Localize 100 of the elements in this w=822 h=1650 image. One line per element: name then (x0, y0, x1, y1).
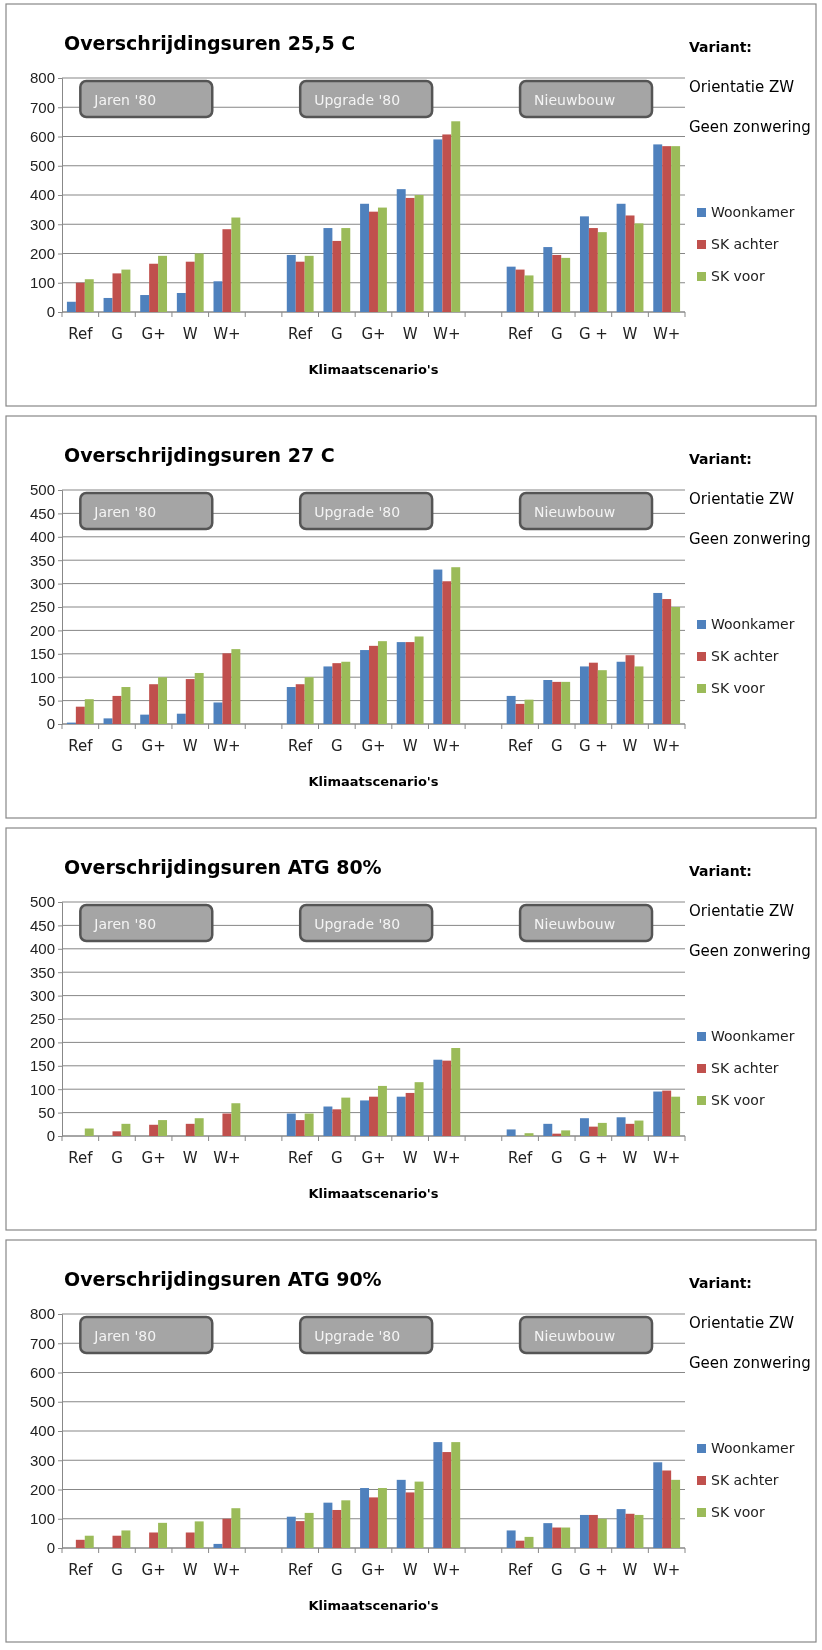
y-tick-label: 500 (29, 481, 55, 499)
x-tick-label: W+ (652, 1149, 681, 1167)
text: Geen zonwering (689, 530, 811, 548)
bar (506, 695, 516, 724)
bar (634, 666, 644, 724)
y-tick-label: 150 (29, 645, 55, 663)
x-tick-label: G + (578, 737, 608, 755)
bar (341, 1097, 351, 1136)
legend-label: SK achter (711, 1472, 779, 1488)
x-tick-label: W (622, 1561, 638, 1579)
bar (121, 269, 131, 312)
annotation: Upgrade '80 (314, 1328, 401, 1344)
x-tick-label: G (550, 1149, 563, 1167)
bar (506, 1129, 516, 1136)
annotation: Nieuwbouw (534, 504, 616, 520)
bar (414, 1481, 424, 1548)
bar (451, 1048, 461, 1136)
bar (295, 1120, 305, 1136)
y-tick-label: 400 (29, 186, 55, 204)
bar (286, 687, 296, 724)
bar (588, 1126, 598, 1136)
bar (341, 1500, 351, 1548)
bar (332, 663, 342, 724)
x-tick-label: G (331, 1561, 343, 1579)
bar (671, 1479, 681, 1548)
bar (506, 1530, 516, 1548)
text: Variant: (689, 451, 752, 467)
bar (360, 650, 370, 724)
bar (213, 281, 223, 312)
bar (140, 295, 150, 312)
bar (103, 718, 113, 724)
bar (662, 1090, 672, 1136)
x-tick-label: G (550, 737, 563, 755)
chart-title: Overschrijdingsuren ATG 80% (64, 856, 382, 878)
x-tick-label: W+ (652, 737, 681, 755)
bar (304, 677, 314, 724)
text: Orientatie ZW (689, 490, 795, 508)
legend-label: SK voor (711, 1092, 765, 1108)
y-tick-label: 0 (46, 1539, 55, 1557)
x-tick-label: Ref (288, 1149, 314, 1167)
bar (433, 1059, 443, 1136)
bar (84, 1535, 94, 1548)
annotation: Upgrade '80 (314, 504, 401, 520)
y-tick-label: 200 (29, 1480, 55, 1498)
legend-label: SK voor (711, 268, 765, 284)
bar (112, 1131, 122, 1136)
y-tick-label: 800 (29, 1305, 55, 1323)
annotation: Nieuwbouw (534, 92, 616, 108)
y-tick-label: 0 (46, 1127, 55, 1145)
y-tick-label: 400 (29, 1422, 55, 1440)
text: Geen zonwering (689, 942, 811, 960)
bar (286, 1113, 296, 1136)
text: Orientatie ZW (689, 78, 795, 96)
bar (341, 661, 351, 724)
x-tick-label: G+ (361, 737, 386, 755)
bar (75, 706, 85, 724)
bar (295, 684, 305, 724)
x-tick-label: W+ (652, 325, 681, 343)
bar (515, 703, 525, 724)
x-tick-label: W+ (213, 325, 241, 343)
bar (84, 1128, 94, 1136)
bar (194, 1521, 204, 1548)
x-axis-title: Klimaatscenario's (308, 1186, 439, 1201)
y-tick-label: 250 (29, 598, 55, 616)
y-tick-label: 300 (29, 1451, 55, 1469)
bar (543, 680, 553, 724)
x-tick-label: G (331, 737, 343, 755)
x-tick-label: Ref (507, 1561, 533, 1579)
x-tick-label: W+ (433, 1561, 461, 1579)
x-tick-label: G (111, 325, 123, 343)
chart-title: Overschrijdingsuren 25,5 C (64, 32, 356, 54)
bar (66, 301, 76, 312)
bar (588, 228, 598, 312)
y-tick-label: 300 (29, 215, 55, 233)
bar (84, 279, 94, 312)
bar (149, 1124, 159, 1136)
bar (543, 1523, 553, 1548)
bar (222, 653, 232, 724)
bar (396, 642, 406, 724)
y-tick-label: 500 (29, 893, 55, 911)
bar (304, 1512, 314, 1548)
bar (360, 203, 370, 312)
x-tick-label: G+ (141, 1561, 166, 1579)
bar (451, 567, 461, 724)
bar (634, 1514, 644, 1548)
x-tick-label: G (331, 1149, 343, 1167)
bar (341, 228, 351, 312)
x-tick-label: Ref (288, 737, 314, 755)
x-tick-label: W+ (652, 1561, 681, 1579)
bar (185, 679, 195, 724)
y-tick-label: 50 (38, 1103, 55, 1121)
bar (414, 1082, 424, 1136)
bar (121, 1530, 131, 1548)
x-tick-label: W (182, 325, 198, 343)
bar (222, 1518, 232, 1548)
bar (304, 1113, 314, 1136)
legend-label: SK achter (711, 648, 779, 664)
annotation: Nieuwbouw (534, 916, 616, 932)
bar (451, 121, 461, 312)
y-tick-label: 0 (46, 715, 55, 733)
